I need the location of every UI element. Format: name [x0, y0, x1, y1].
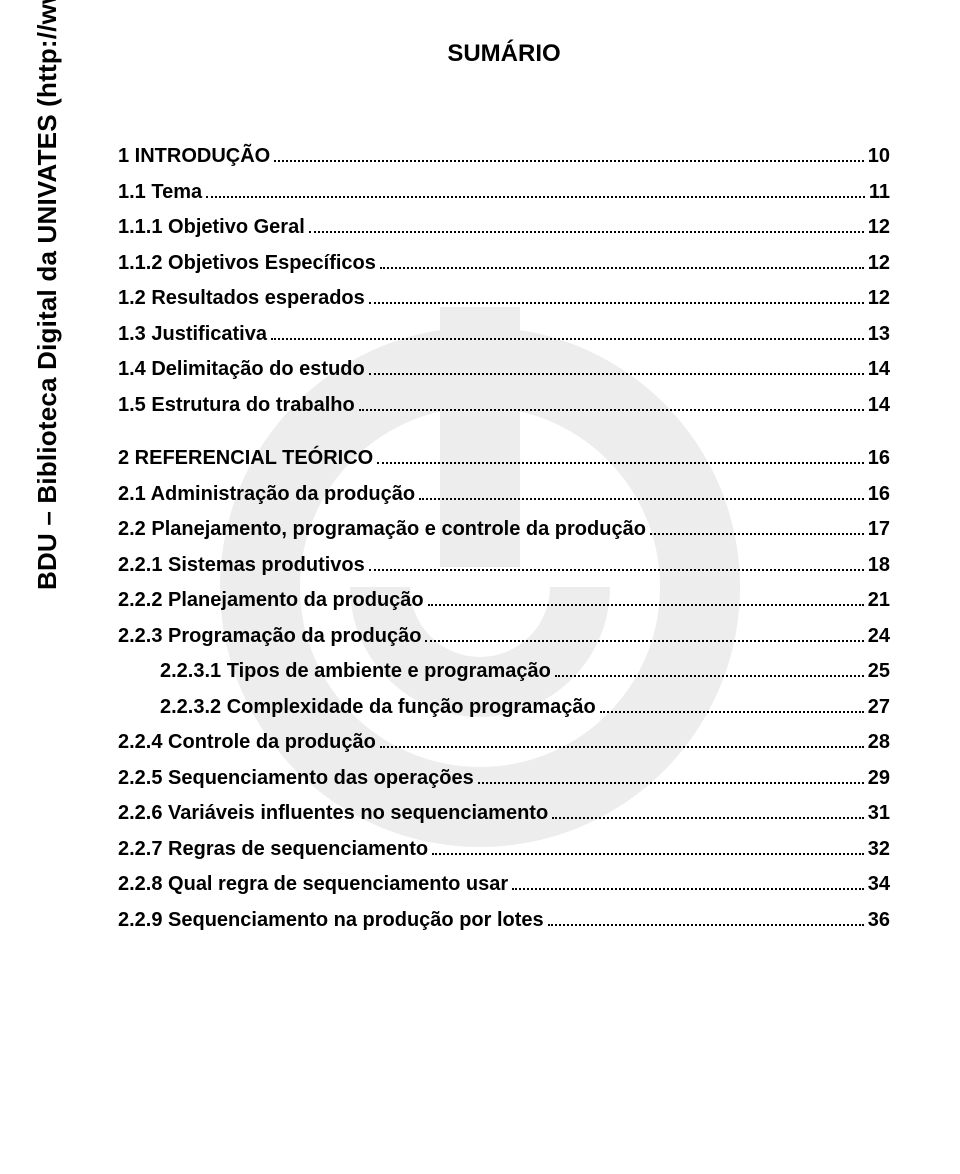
toc-dots	[377, 452, 864, 464]
toc-row: 1.1.1 Objetivo Geral 12	[118, 217, 890, 237]
toc-row: 2.2.8 Qual regra de sequenciamento usar 3…	[118, 874, 890, 894]
toc-dots	[512, 878, 864, 890]
toc-label: 2.1 Administração da produção	[118, 484, 415, 504]
toc-dots	[271, 328, 864, 340]
toc-page: 12	[868, 288, 890, 308]
toc-label: 2.2.9 Sequenciamento na produção por lot…	[118, 910, 544, 930]
toc-row: 2.2.1 Sistemas produtivos 18	[118, 555, 890, 575]
toc-dots	[274, 150, 864, 162]
toc-label: 1.5 Estrutura do trabalho	[118, 395, 355, 415]
toc-page: 18	[868, 555, 890, 575]
toc-page: 28	[868, 732, 890, 752]
toc-page: 27	[868, 697, 890, 717]
toc-label: 1.2 Resultados esperados	[118, 288, 365, 308]
toc-dots	[552, 807, 864, 819]
toc-dots	[359, 399, 864, 411]
toc-row: 2.2.3.2 Complexidade da função programaç…	[118, 697, 890, 717]
toc-page: 12	[868, 253, 890, 273]
toc-row: 1.5 Estrutura do trabalho 14	[118, 395, 890, 415]
toc-dots	[369, 363, 864, 375]
toc-row: 1.2 Resultados esperados 12	[118, 288, 890, 308]
toc-page: 16	[868, 448, 890, 468]
toc-label: 1.1.1 Objetivo Geral	[118, 217, 305, 237]
sidebar-source-text: BDU – Biblioteca Digital da UNIVATES (ht…	[32, 0, 63, 590]
toc-page: 14	[868, 359, 890, 379]
toc-page: 36	[868, 910, 890, 930]
toc-label: 1.1 Tema	[118, 182, 202, 202]
toc-label: 2 REFERENCIAL TEÓRICO	[118, 448, 373, 468]
toc-row: 1.3 Justificativa 13	[118, 324, 890, 344]
toc-label: 2.2.4 Controle da produção	[118, 732, 376, 752]
toc-page: 31	[868, 803, 890, 823]
toc-row: 2.2.7 Regras de sequenciamento 32	[118, 839, 890, 859]
toc-row: 2.2.2 Planejamento da produção 21	[118, 590, 890, 610]
toc-label: 2.2.1 Sistemas produtivos	[118, 555, 365, 575]
toc-row: 2.2.6 Variáveis influentes no sequenciam…	[118, 803, 890, 823]
toc-dots	[380, 257, 864, 269]
toc-dots	[600, 701, 864, 713]
table-of-contents: 1 INTRODUÇÃO 10 1.1 Tema 11 1.1.1 Objetivo G…	[118, 146, 890, 930]
toc-dots	[555, 665, 864, 677]
toc-row: 2.2.3 Programação da produção 24	[118, 626, 890, 646]
toc-page: 17	[868, 519, 890, 539]
toc-row: 2.2 Planejamento, programação e controle…	[118, 519, 890, 539]
toc-row: 2 REFERENCIAL TEÓRICO 16	[118, 448, 890, 468]
toc-row: 2.1 Administração da produção 16	[118, 484, 890, 504]
toc-label: 2.2.7 Regras de sequenciamento	[118, 839, 428, 859]
toc-page: 34	[868, 874, 890, 894]
toc-page: 12	[868, 217, 890, 237]
toc-row: 1.4 Delimitação do estudo 14	[118, 359, 890, 379]
toc-dots	[380, 736, 864, 748]
toc-gap	[118, 430, 890, 448]
toc-dots	[650, 523, 864, 535]
toc-label: 2.2.8 Qual regra de sequenciamento usar	[118, 874, 508, 894]
toc-dots	[478, 772, 864, 784]
toc-page: 24	[868, 626, 890, 646]
toc-label: 2.2 Planejamento, programação e controle…	[118, 519, 646, 539]
toc-dots	[309, 221, 864, 233]
toc-label: 2.2.5 Sequenciamento das operações	[118, 768, 474, 788]
toc-label: 2.2.3.2 Complexidade da função programaç…	[160, 697, 596, 717]
toc-page: 10	[868, 146, 890, 166]
page-content: SUMÁRIO 1 INTRODUÇÃO 10 1.1 Tema 11 1.1.1 Ob…	[118, 40, 890, 1154]
toc-row: 1 INTRODUÇÃO 10	[118, 146, 890, 166]
toc-dots	[548, 914, 864, 926]
toc-row: 1.1 Tema 11	[118, 182, 890, 202]
toc-page: 32	[868, 839, 890, 859]
toc-page: 21	[868, 590, 890, 610]
toc-page: 16	[868, 484, 890, 504]
toc-page: 11	[869, 182, 890, 202]
toc-label: 2.2.3 Programação da produção	[118, 626, 421, 646]
toc-dots	[369, 292, 864, 304]
toc-label: 1.1.2 Objetivos Específicos	[118, 253, 376, 273]
toc-label: 1.3 Justificativa	[118, 324, 267, 344]
toc-dots	[206, 186, 865, 198]
toc-dots	[428, 594, 864, 606]
toc-row: 2.2.9 Sequenciamento na produção por lot…	[118, 910, 890, 930]
toc-row: 2.2.4 Controle da produção 28	[118, 732, 890, 752]
toc-dots	[419, 488, 864, 500]
page-title: SUMÁRIO	[118, 40, 890, 68]
toc-dots	[425, 630, 863, 642]
toc-page: 29	[868, 768, 890, 788]
toc-dots	[432, 843, 864, 855]
toc-dots	[369, 559, 864, 571]
toc-page: 13	[868, 324, 890, 344]
toc-label: 2.2.3.1 Tipos de ambiente e programação	[160, 661, 551, 681]
toc-label: 2.2.6 Variáveis influentes no sequenciam…	[118, 803, 548, 823]
toc-label: 1 INTRODUÇÃO	[118, 146, 270, 166]
toc-row: 2.2.5 Sequenciamento das operações 29	[118, 768, 890, 788]
toc-page: 14	[868, 395, 890, 415]
toc-row: 2.2.3.1 Tipos de ambiente e programação 2…	[118, 661, 890, 681]
toc-page: 25	[868, 661, 890, 681]
toc-row: 1.1.2 Objetivos Específicos 12	[118, 253, 890, 273]
toc-label: 2.2.2 Planejamento da produção	[118, 590, 424, 610]
toc-label: 1.4 Delimitação do estudo	[118, 359, 365, 379]
